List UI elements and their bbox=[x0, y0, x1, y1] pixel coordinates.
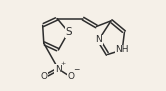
Text: N: N bbox=[55, 65, 62, 74]
Text: S: S bbox=[65, 27, 72, 37]
Text: −: − bbox=[73, 65, 80, 74]
Text: NH: NH bbox=[116, 46, 129, 55]
Text: O: O bbox=[67, 72, 74, 81]
Text: O: O bbox=[40, 72, 47, 81]
Text: +: + bbox=[61, 61, 66, 66]
Text: N: N bbox=[95, 35, 102, 44]
